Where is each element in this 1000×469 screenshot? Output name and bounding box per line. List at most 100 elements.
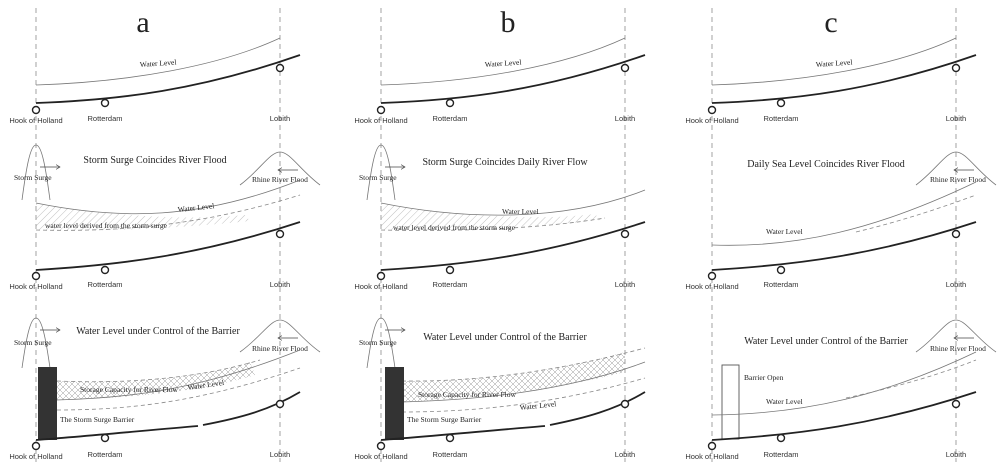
river-bed [35,54,301,104]
derived-level-label: water level derived from the storm surge [45,221,168,230]
rotterdam-marker [445,98,455,108]
hook-of-holland-marker [31,105,41,115]
storm-surge-barrier [38,367,57,440]
row-bottom: Water Level under Control of the Barrier… [9,317,321,461]
row-middle: Storm Surge Coincides Daily River Flow S… [354,144,646,291]
water-level-label: Water Level [816,57,853,69]
water-level-label: Water Level [485,57,522,69]
storm-surge-wave [366,317,396,369]
water-level-curve [401,361,646,403]
rotterdam-marker [776,433,786,443]
water-level-curve [56,349,301,401]
hook-of-holland-marker [31,271,41,281]
barrier-label: The Storm Surge Barrier [407,415,482,424]
hook-of-holland-marker [707,441,717,451]
row-top: Water Level Hook of Holland Rotterdam Lo… [9,37,301,125]
derived-level-line [35,194,301,231]
hook-of-holland-label: Hook of Holland [354,282,407,291]
river-bed [711,54,977,104]
scenario-title: Water Level under Control of the Barrier [76,326,240,337]
water-level-curve [711,37,957,86]
lobith-marker [951,399,961,409]
hook-of-holland-label: Hook of Holland [9,282,62,291]
column-letter: c [824,6,837,39]
storm-surge-label: Storm Surge [359,338,397,347]
storm-surge-wave [366,144,396,201]
lobith-label: Lobith [615,114,635,123]
rotterdam-label: Rotterdam [763,450,798,459]
lobith-label: Lobith [270,114,290,123]
lower-dashed-level [401,377,646,413]
water-level-curve [711,181,977,246]
river-bed [711,391,977,441]
hook-of-holland-label: Hook of Holland [685,452,738,461]
row-bottom: Water Level under Control of the Barrier… [354,317,646,461]
river-bed [380,425,546,441]
lobith-marker [951,229,961,239]
hook-of-holland-marker [31,441,41,451]
hook-of-holland-label: Hook of Holland [685,282,738,291]
lobith-marker [275,229,285,239]
rotterdam-marker [445,433,455,443]
river-bed [202,391,301,426]
storm-surge-label: Storm Surge [14,338,52,347]
column-letter: b [501,6,516,39]
storage-crosshatch [57,362,255,400]
rotterdam-marker [445,265,455,275]
row-top: Water Level Hook of Holland Rotterdam Lo… [685,37,977,125]
storm-surge-label: Storm Surge [359,173,397,182]
rhine-flood-wave [239,319,321,353]
rotterdam-label: Rotterdam [87,450,122,459]
rotterdam-marker [100,98,110,108]
rhine-flood-label: Rhine River Flood [930,344,986,353]
storm-surge-barrier [385,367,404,440]
lobith-label: Lobith [946,114,966,123]
lobith-marker [620,63,630,73]
hook-of-holland-marker [707,105,717,115]
derived-level-line [855,194,977,233]
rotterdam-label: Rotterdam [432,114,467,123]
barrier-label: The Storm Surge Barrier [60,415,135,424]
rotterdam-label: Rotterdam [432,280,467,289]
water-level-label: Water Level [519,399,556,412]
lobith-marker [620,229,630,239]
water-level-curve [35,179,301,215]
column-a: a Water Level Hook of Holland Rotterdam … [9,6,321,462]
rotterdam-label: Rotterdam [763,114,798,123]
row-middle: Storm Surge Coincides River Flood Storm … [9,144,321,291]
lobith-label: Lobith [270,450,290,459]
rotterdam-marker [100,433,110,443]
lobith-marker [951,63,961,73]
water-level-label: Water Level [140,57,177,69]
column-letter: a [136,6,149,39]
hook-of-holland-marker [707,271,717,281]
upper-dashed-level [401,347,646,382]
hook-of-holland-label: Hook of Holland [354,452,407,461]
storm-surge-label: Storm Surge [14,173,52,182]
row-middle: Daily Sea Level Coincides River Flood Rh… [685,151,997,291]
rotterdam-marker [100,265,110,275]
water-level-label: Water Level [177,201,214,214]
hook-of-holland-label: Hook of Holland [685,116,738,125]
rhine-flood-label: Rhine River Flood [252,344,308,353]
rotterdam-label: Rotterdam [763,280,798,289]
hook-of-holland-label: Hook of Holland [9,116,62,125]
storm-surge-wave [21,144,51,201]
lobith-marker [275,63,285,73]
lobith-label: Lobith [615,450,635,459]
rhine-flood-label: Rhine River Flood [252,175,308,184]
river-bed [35,425,199,441]
rhine-flood-wave [915,151,997,186]
scenario-title: Water Level under Control of the Barrier [423,332,587,343]
rotterdam-marker [776,98,786,108]
derived-level-line [380,217,606,231]
storage-crosshatch [402,352,625,402]
river-bed [380,54,646,104]
storage-label: Storage Capacity for River Flow [418,390,516,399]
hook-of-holland-label: Hook of Holland [354,116,407,125]
upper-dashed-level [56,359,261,383]
water-level-label: Water Level [502,207,539,216]
row-bottom: Water Level under Control of the Barrier… [685,319,997,461]
rotterdam-label: Rotterdam [87,114,122,123]
